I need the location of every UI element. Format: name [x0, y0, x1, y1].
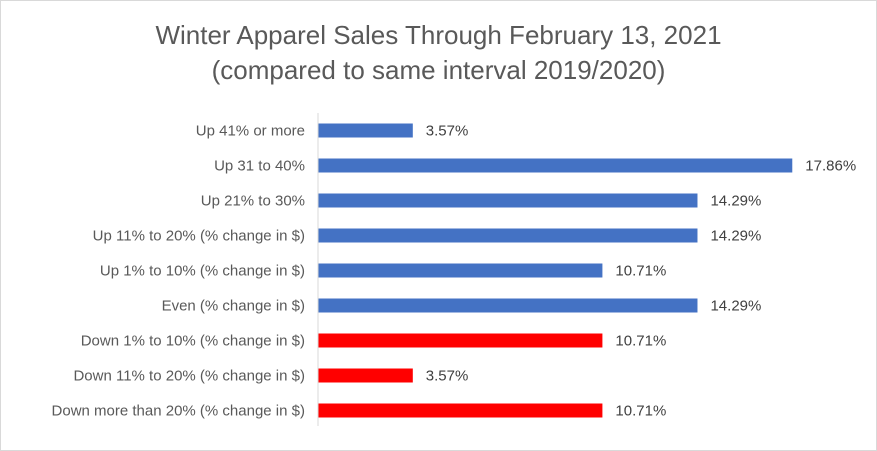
data-label: 14.29%: [710, 193, 761, 210]
bar: [318, 228, 698, 243]
bar: [318, 263, 603, 278]
category-label: Down more than 20% (% change in $): [52, 403, 305, 420]
chart-title: Winter Apparel Sales Through February 13…: [155, 20, 722, 50]
bar: [318, 123, 413, 138]
bar: [318, 298, 698, 313]
bar: [318, 403, 603, 418]
bar: [318, 368, 413, 383]
category-label: Down 1% to 10% (% change in $): [81, 333, 305, 350]
category-label: Down 11% to 20% (% change in $): [73, 368, 305, 385]
data-label: 17.86%: [805, 158, 856, 175]
category-label: Up 21% to 30%: [201, 193, 305, 210]
category-label: Up 1% to 10% (% change in $): [100, 263, 305, 280]
data-label: 3.57%: [426, 123, 469, 140]
chart-title-block: Winter Apparel Sales Through February 13…: [0, 18, 877, 88]
data-label: 3.57%: [426, 368, 469, 385]
category-label: Up 31 to 40%: [214, 158, 305, 175]
data-label: 10.71%: [615, 263, 666, 280]
data-label: 14.29%: [710, 228, 761, 245]
data-label: 14.29%: [710, 298, 761, 315]
data-label: 10.71%: [615, 333, 666, 350]
bar: [318, 158, 793, 173]
category-label: Up 41% or more: [196, 123, 305, 140]
chart-subtitle: (compared to same interval 2019/2020): [211, 55, 666, 85]
bar: [318, 333, 603, 348]
bar: [318, 193, 698, 208]
category-label: Up 11% to 20% (% change in $): [93, 228, 305, 245]
category-label: Even (% change in $): [162, 298, 305, 315]
data-label: 10.71%: [615, 403, 666, 420]
